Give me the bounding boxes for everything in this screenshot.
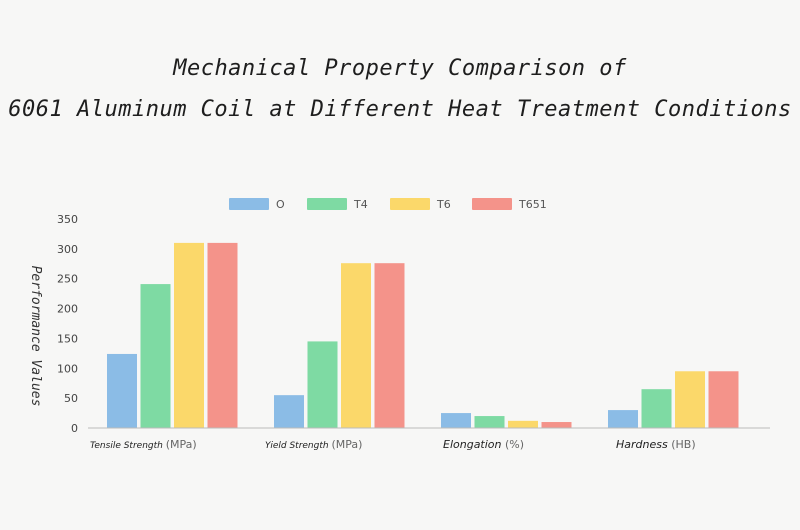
bar-elongation-o — [441, 413, 471, 428]
y-tick-label-300: 300 — [57, 243, 78, 256]
bar-tensile-strength-t6 — [174, 242, 204, 428]
y-tick-label-150: 150 — [57, 332, 78, 345]
bar-hardness-t651 — [708, 371, 739, 428]
bar-hardness-t6 — [675, 371, 705, 428]
legend-swatch-t6 — [390, 198, 430, 210]
x-category-label-hardness: Hardness (HB) — [616, 438, 696, 451]
bar-tensile-strength-t651 — [207, 242, 238, 428]
y-axis: 0 50 100 150 200 250 300 350 — [57, 213, 78, 435]
bar-yield-strength-o — [274, 395, 304, 428]
y-tick-label-0: 0 — [71, 422, 78, 435]
x-axis: Tensile Strength (MPa) Yield Strength (MP… — [90, 438, 696, 451]
legend-swatch-t4 — [307, 198, 347, 210]
bar-tensile-strength-o — [107, 353, 137, 428]
legend-label-o: O — [276, 198, 285, 211]
bar-elongation-t6 — [508, 420, 538, 428]
bar-elongation-t651 — [541, 422, 572, 428]
y-tick-label-350: 350 — [57, 213, 78, 226]
legend-label-t4: T4 — [353, 198, 368, 211]
y-tick-label-100: 100 — [57, 362, 78, 375]
x-category-label-elongation: Elongation (%) — [443, 438, 524, 451]
bar-yield-strength-t651 — [374, 263, 405, 428]
legend: O T4 T6 T651 — [229, 198, 547, 211]
y-tick-label-50: 50 — [64, 392, 78, 405]
bar-elongation-t4 — [474, 416, 505, 428]
y-axis-label: Performance Values — [28, 266, 43, 407]
x-category-label-yield-strength: Yield Strength (MPa) — [265, 438, 362, 451]
legend-swatch-o — [229, 198, 269, 210]
x-category-label-tensile-strength: Tensile Strength (MPa) — [90, 438, 197, 451]
chart-title-line-1: Mechanical Property Comparison of — [173, 56, 627, 81]
legend-label-t651: T651 — [518, 198, 547, 211]
chart-title-line-2: 6061 Aluminum Coil at Different Heat Tre… — [8, 97, 792, 122]
bars — [107, 242, 739, 428]
y-tick-label-200: 200 — [57, 303, 78, 316]
bar-tensile-strength-t4 — [140, 284, 171, 428]
bar-yield-strength-t4 — [307, 341, 338, 428]
legend-swatch-t651 — [472, 198, 512, 210]
bar-hardness-o — [608, 410, 638, 428]
bar-yield-strength-t6 — [341, 263, 371, 428]
y-tick-label-250: 250 — [57, 273, 78, 286]
legend-label-t6: T6 — [436, 198, 451, 211]
bar-hardness-t4 — [641, 389, 672, 428]
